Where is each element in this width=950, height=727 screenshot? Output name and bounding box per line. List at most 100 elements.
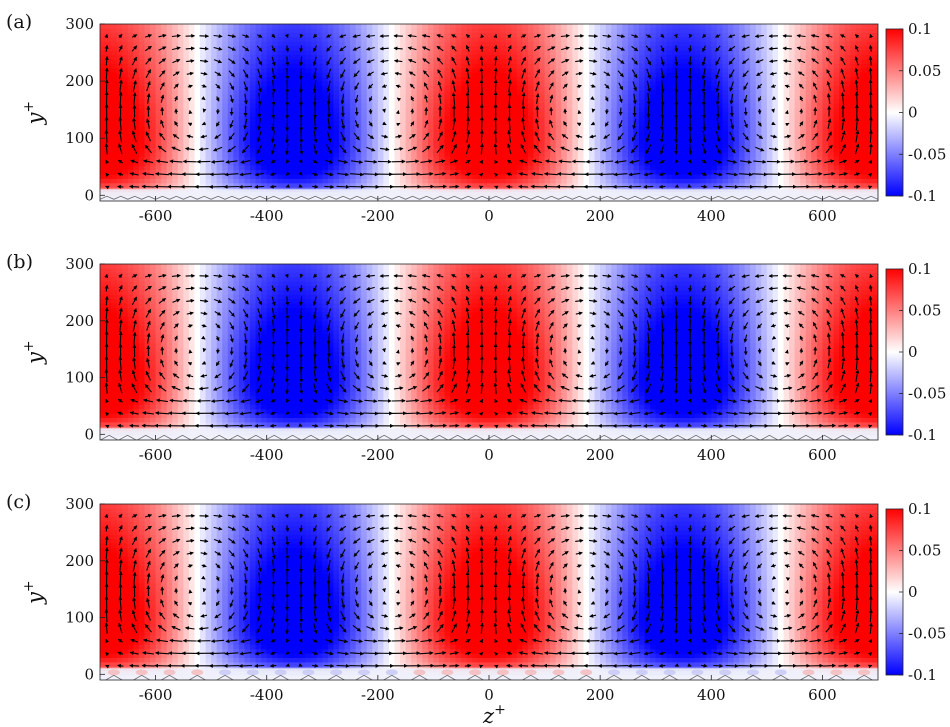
heatmap-cell xyxy=(172,72,179,78)
heatmap-cell xyxy=(461,147,468,153)
heatmap-cell xyxy=(300,37,307,43)
heatmap-cell xyxy=(611,161,618,167)
heatmap-cell xyxy=(150,178,157,184)
heatmap-cell xyxy=(783,161,790,167)
heatmap-cell xyxy=(138,24,146,30)
heatmap-cell xyxy=(183,103,190,109)
heatmap-cell xyxy=(227,178,234,184)
heatmap-cell xyxy=(100,24,107,30)
heatmap-cell xyxy=(438,170,446,176)
heatmap-cell xyxy=(639,99,646,105)
heatmap-cell xyxy=(550,50,557,56)
heatmap-cell xyxy=(589,147,596,153)
heatmap-cell xyxy=(366,147,373,153)
heatmap-cell xyxy=(566,147,573,153)
heatmap-cell xyxy=(216,130,223,136)
heatmap-cell xyxy=(733,125,740,131)
heatmap-cell xyxy=(355,72,362,78)
heatmap-cell xyxy=(222,147,229,153)
heatmap-cell xyxy=(272,125,279,131)
heatmap-cell xyxy=(789,81,796,87)
heatmap-cell xyxy=(750,99,757,105)
heatmap-cell xyxy=(144,28,151,34)
heatmap-cell xyxy=(700,165,707,171)
heatmap-cell xyxy=(455,94,462,100)
heatmap-cell xyxy=(133,147,140,153)
heatmap-cell xyxy=(511,68,518,74)
heatmap-cell xyxy=(138,147,146,153)
heatmap-cell xyxy=(511,156,518,162)
heatmap-cell xyxy=(294,156,301,162)
heatmap-cell xyxy=(438,161,446,167)
heatmap-cell xyxy=(561,77,568,83)
heatmap-cell xyxy=(733,134,740,140)
heatmap-cell xyxy=(383,85,390,91)
heatmap-cell xyxy=(589,28,596,34)
heatmap-cell xyxy=(211,103,218,109)
heatmap-cell xyxy=(383,37,390,43)
heatmap-cell xyxy=(105,72,112,78)
heatmap-cell xyxy=(661,112,668,118)
heatmap-cell xyxy=(344,63,351,69)
heatmap-cell xyxy=(222,68,229,74)
heatmap-cell xyxy=(155,130,162,136)
heatmap-cell xyxy=(394,37,401,43)
heatmap-cell xyxy=(100,63,107,69)
heatmap-cell xyxy=(483,121,490,127)
heatmap-cell xyxy=(377,156,385,162)
heatmap-cell xyxy=(589,116,596,122)
heatmap-cell xyxy=(727,130,735,136)
heatmap-cell xyxy=(150,183,157,189)
heatmap-cell xyxy=(666,50,673,56)
heatmap-cell xyxy=(639,68,646,74)
heatmap-cell xyxy=(261,147,268,153)
heatmap-cell xyxy=(744,130,751,136)
heatmap-cell xyxy=(355,46,362,52)
heatmap-cell xyxy=(600,103,607,109)
heatmap-cell xyxy=(739,152,746,158)
heatmap-cell xyxy=(233,112,240,118)
heatmap-cell xyxy=(222,46,229,52)
heatmap-cell xyxy=(433,94,440,100)
heatmap-cell xyxy=(444,112,451,118)
heatmap-cell xyxy=(427,24,435,30)
heatmap-cell xyxy=(188,99,196,105)
heatmap-cell xyxy=(405,121,412,127)
heatmap-cell xyxy=(416,54,423,60)
heatmap-cell xyxy=(444,183,451,189)
heatmap-cell xyxy=(516,68,523,74)
heatmap-cell xyxy=(627,24,635,30)
heatmap-cell xyxy=(600,178,607,184)
heatmap-cell xyxy=(716,116,723,122)
heatmap-cell xyxy=(300,152,307,158)
heatmap-cell xyxy=(311,68,318,74)
heatmap-cell xyxy=(772,28,779,34)
heatmap-cell xyxy=(105,94,112,100)
heatmap-cell xyxy=(677,125,685,131)
heatmap-cell xyxy=(227,125,234,131)
heatmap-cell xyxy=(166,103,173,109)
heatmap-cell xyxy=(116,28,123,34)
heatmap-cell xyxy=(316,134,323,140)
heatmap-cell xyxy=(188,130,196,136)
heatmap-cell xyxy=(589,94,596,100)
heatmap-cell xyxy=(616,77,623,83)
heatmap-cell xyxy=(622,77,629,83)
heatmap-cell xyxy=(100,134,107,140)
heatmap-cell xyxy=(511,134,518,140)
heatmap-cell xyxy=(133,28,140,34)
heatmap-cell xyxy=(316,147,323,153)
heatmap-cell xyxy=(300,63,307,69)
heatmap-cell xyxy=(533,165,540,171)
heatmap-cell xyxy=(489,54,496,60)
heatmap-cell xyxy=(716,161,723,167)
heatmap-cell xyxy=(155,59,162,65)
heatmap-cell xyxy=(539,170,546,176)
heatmap-cell xyxy=(466,68,473,74)
heatmap-cell xyxy=(500,143,507,149)
heatmap-cell xyxy=(661,85,668,91)
heatmap-cell xyxy=(655,108,662,114)
heatmap-cell xyxy=(605,152,612,158)
heatmap-cell xyxy=(111,125,118,131)
heatmap-cell xyxy=(639,108,646,114)
